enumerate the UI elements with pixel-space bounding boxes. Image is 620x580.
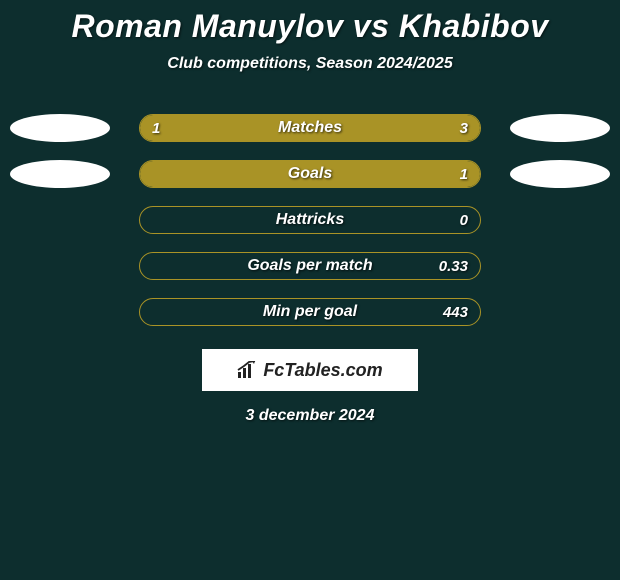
stat-row: Hattricks0 xyxy=(0,197,620,243)
stats-container: Matches13 Goals1 Hattricks0 Goals per match… xyxy=(0,105,620,335)
stat-row: Min per goal443 xyxy=(0,289,620,335)
stat-bar-right-fill xyxy=(140,161,480,187)
stat-value-right: 443 xyxy=(443,299,468,325)
stat-value-right: 0 xyxy=(460,207,468,233)
comparison-page: Roman Manuylov vs Khabibov Club competit… xyxy=(0,0,620,580)
stat-bar-track: Goals1 xyxy=(139,160,481,188)
stat-bar-right-fill xyxy=(225,115,480,141)
page-title: Roman Manuylov vs Khabibov xyxy=(0,8,620,45)
player-left-token xyxy=(10,160,110,188)
player-right-token xyxy=(510,114,610,142)
page-subtitle: Club competitions, Season 2024/2025 xyxy=(0,55,620,73)
stat-bar-track: Min per goal443 xyxy=(139,298,481,326)
stat-bar-track: Goals per match0.33 xyxy=(139,252,481,280)
branding-text: FcTables.com xyxy=(263,360,382,381)
stat-label: Min per goal xyxy=(140,299,480,325)
stat-bar-left-fill xyxy=(140,115,225,141)
player-left-token xyxy=(10,114,110,142)
stat-bar-track: Matches13 xyxy=(139,114,481,142)
chart-icon xyxy=(237,361,259,379)
stat-label: Hattricks xyxy=(140,207,480,233)
stat-row: Goals per match0.33 xyxy=(0,243,620,289)
stat-row: Matches13 xyxy=(0,105,620,151)
branding-content: FcTables.com xyxy=(237,360,382,381)
branding-box: FcTables.com xyxy=(202,349,418,391)
stat-row: Goals1 xyxy=(0,151,620,197)
stat-label: Goals per match xyxy=(140,253,480,279)
stat-value-right: 0.33 xyxy=(439,253,468,279)
page-date: 3 december 2024 xyxy=(0,407,620,425)
player-right-token xyxy=(510,160,610,188)
stat-bar-track: Hattricks0 xyxy=(139,206,481,234)
